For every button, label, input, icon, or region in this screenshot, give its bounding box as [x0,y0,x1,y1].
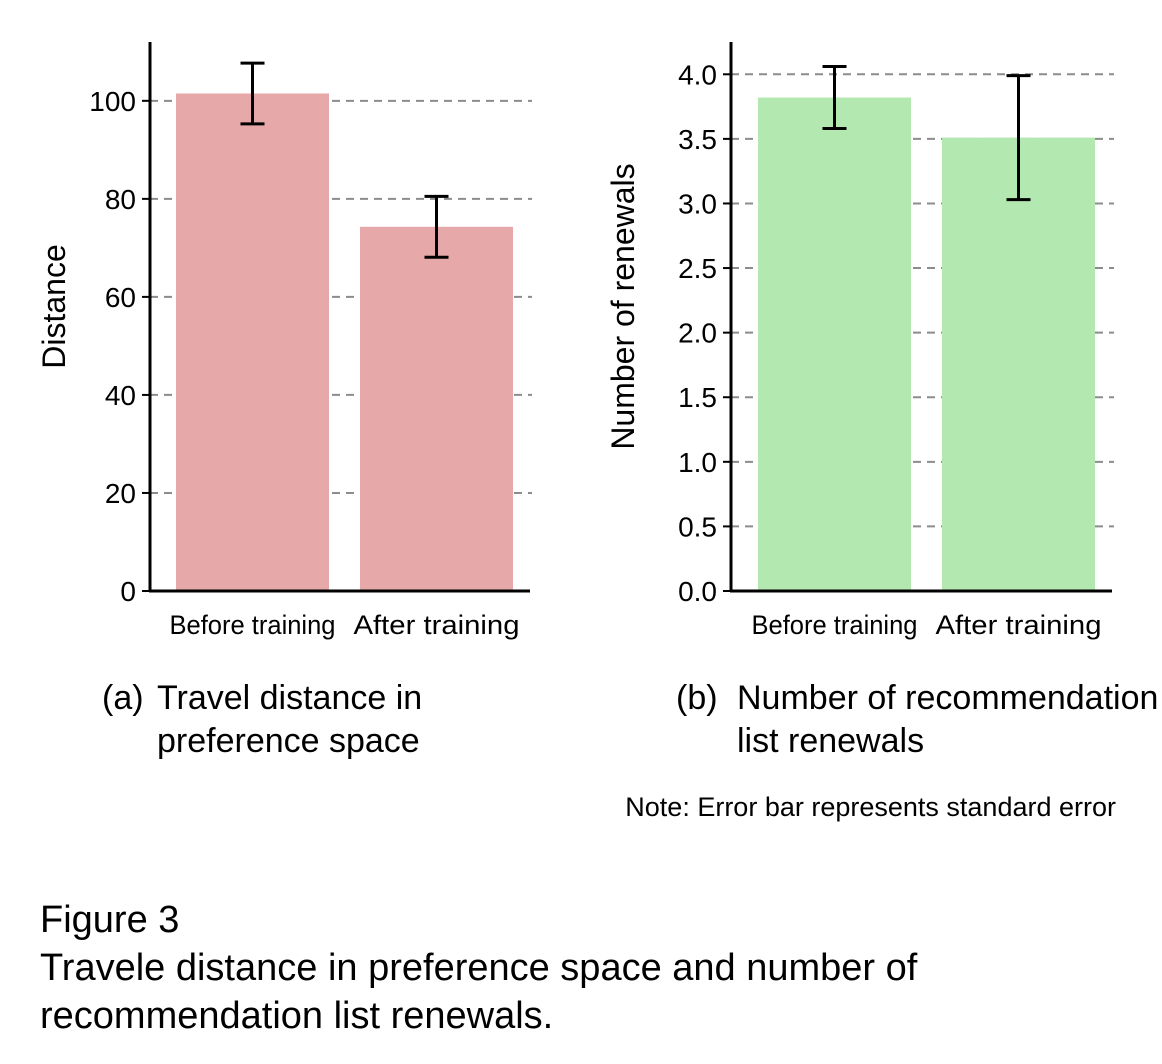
figure-label: Figure 3 [40,899,180,941]
figure-caption-line-1: Travele distance in preference space and… [40,947,918,989]
y-tick-label: 1.0 [678,447,717,478]
y-tick-label: 20 [105,478,136,509]
bar-before-training [176,93,329,591]
chart-panel-b: 0.0 0.5 1.0 1.5 2.0 2.5 3.0 3.5 4.0 Before traini… [605,42,1158,760]
chart-panel-a: 0 20 40 60 80 100 Before training After trainin… [36,42,532,760]
y-tick-label: 3.5 [678,124,717,155]
x-tick-label: After training [354,610,520,640]
error-bar [822,65,847,131]
y-tick-label: 40 [105,380,136,411]
figure-caption-block: Figure 3 Travele distance in preference … [40,896,1140,1040]
error-bar [240,61,265,126]
y-axis-label: Distance [36,244,72,369]
panel-caption-line: Number of recommendation [737,679,1158,717]
y-tick-label: 0 [120,576,136,607]
y-tick-label: 100 [89,86,136,117]
y-tick-label: 2.0 [678,318,717,349]
error-bar [424,194,449,259]
y-tick-label: 4.0 [678,59,717,90]
bar-after-training [942,137,1095,592]
y-tick-label: 2.5 [678,253,717,284]
y-tick-label: 80 [105,184,136,215]
panel-caption-line: list renewals [737,722,924,760]
x-tick-label: Before training [170,610,336,640]
panel-label: (a) [102,679,144,717]
y-tick-label: 0.5 [678,511,717,542]
panel-label: (b) [676,679,718,717]
y-tick-label: 0.0 [678,576,717,607]
figure-caption-line-2: recommendation list renewals. [40,995,554,1037]
error-bar [1006,74,1031,202]
panel-caption-line: preference space [157,722,420,760]
y-tick-label: 3.0 [678,188,717,219]
bar-before-training [758,97,911,591]
y-axis-label: Number of renewals [605,163,641,449]
error-bar-note: Note: Error bar represents standard erro… [625,792,1116,822]
y-tick-label: 1.5 [678,382,717,413]
y-tick-label: 60 [105,282,136,313]
panel-caption-line: Travel distance in [157,679,422,717]
x-tick-label: After training [936,610,1102,640]
bar-after-training [360,226,513,592]
x-tick-label: Before training [752,610,918,640]
